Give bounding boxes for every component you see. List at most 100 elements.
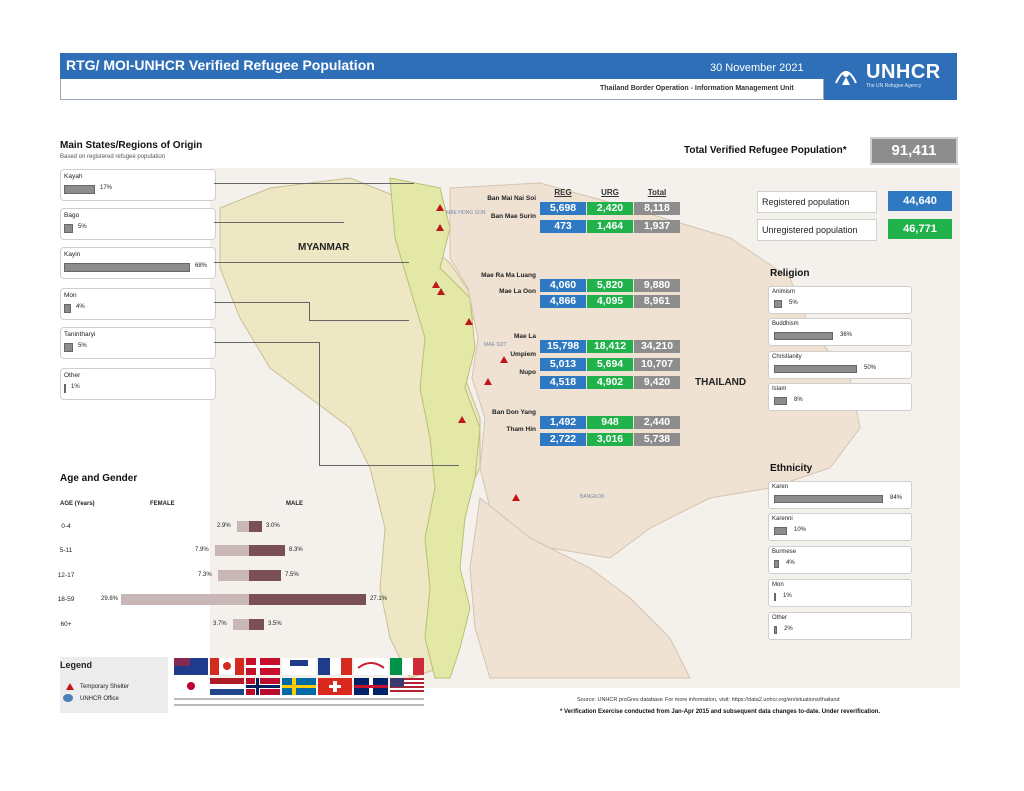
origin-name: Kayin <box>64 251 81 258</box>
origin-name: Other <box>64 372 81 379</box>
registered-value: 44,640 <box>888 191 952 211</box>
origin-item-other: Other 1% <box>60 368 216 400</box>
origin-item-bago: Bago 5% <box>60 208 216 240</box>
origin-bar <box>64 263 190 272</box>
camp-total-value: 8,961 <box>634 295 680 308</box>
camp-name: Mae La Oon <box>499 288 536 295</box>
religion-pct: 8% <box>794 397 803 403</box>
myanmar-label: MYANMAR <box>298 242 350 253</box>
male-pct: 8.3% <box>289 547 303 553</box>
camp-total-value: 34,210 <box>634 340 680 353</box>
ethnicity-pct: 1% <box>783 593 792 599</box>
col-header-total: Total <box>647 188 667 197</box>
more-info-text[interactable]: For more information, visit: https://dat… <box>665 697 840 703</box>
office-label-bangkok: BANGKOK <box>580 494 605 500</box>
origin-bar <box>64 185 95 194</box>
total-label: Total Verified Refugee Population* <box>684 145 847 156</box>
camp-name: Umpiem <box>510 351 536 358</box>
shelter-triangle-icon <box>66 683 74 690</box>
origin-pct: 4% <box>76 304 85 310</box>
camp-reg-value: 4,518 <box>540 376 586 389</box>
religion-bar <box>774 332 833 340</box>
denmark-flag-icon <box>246 658 280 675</box>
unregistered-value: 46,771 <box>888 219 952 239</box>
origin-bar <box>64 224 73 233</box>
female-col-header: FEMALE <box>150 501 175 507</box>
switzerland-flag-icon <box>318 678 352 695</box>
origin-pct: 68% <box>195 263 208 269</box>
origin-title: Main States/Regions of Origin <box>60 140 203 151</box>
origin-pct: 5% <box>78 224 87 230</box>
male-pct: 3.5% <box>268 621 282 627</box>
male-pct: 27.1% <box>370 596 388 602</box>
legend-office-label: UNHCR Office <box>80 696 119 702</box>
camp-reg-value: 15,798 <box>540 340 586 353</box>
leader-line <box>309 320 409 321</box>
religion-item-islam: Islam 8% <box>768 383 912 411</box>
camp-urg-value: 5,820 <box>587 279 633 292</box>
male-bar <box>249 545 285 556</box>
camp-reg-value: 4,866 <box>540 295 586 308</box>
legend-shelter-label: Temporary Shelter <box>80 684 130 690</box>
registered-label: Registered population <box>762 197 850 207</box>
male-bar <box>249 619 264 630</box>
female-pct: 7.3% <box>198 572 212 578</box>
origin-subtitle: Based on registered refugee population <box>60 154 166 160</box>
camp-reg-value: 5,013 <box>540 358 586 371</box>
camp-urg-value: 18,412 <box>587 340 633 353</box>
female-pct: 7.9% <box>195 547 209 553</box>
origin-pct: 5% <box>78 343 87 349</box>
camp-total-value: 5,738 <box>634 433 680 446</box>
male-bar <box>249 594 366 605</box>
origin-name: Mon <box>64 292 77 299</box>
religion-name: Christianity <box>772 354 802 360</box>
ethnicity-pct: 4% <box>786 560 795 566</box>
camp-reg-value: 2,722 <box>540 433 586 446</box>
female-pct: 29.8% <box>101 596 119 602</box>
unhcr-office-icon <box>63 694 73 702</box>
ethnicity-bar <box>774 593 776 601</box>
religion-item-buddhism: Buddhism 36% <box>768 318 912 346</box>
religion-bar <box>774 397 787 405</box>
camp-urg-value: 2,420 <box>587 202 633 215</box>
ethnicity-pct: 84% <box>890 495 903 501</box>
ethnicity-bar <box>774 495 883 503</box>
camp-name: Ban Don Yang <box>492 409 536 416</box>
female-bar <box>237 521 249 532</box>
ethnicity-item-karen: Karen 84% <box>768 481 912 509</box>
camp-urg-value: 5,694 <box>587 358 633 371</box>
echo-flag-icon <box>354 658 388 675</box>
male-pct: 7.5% <box>285 572 299 578</box>
religion-pct: 5% <box>789 300 798 306</box>
age-group-label: 0-4 <box>61 523 71 530</box>
male-pct: 3.0% <box>266 523 280 529</box>
legend-title: Legend <box>60 660 93 670</box>
camp-total-value: 9,420 <box>634 376 680 389</box>
ethnicity-pct: 10% <box>794 527 807 533</box>
shelter-marker-icon <box>458 416 466 423</box>
shelter-marker-icon <box>512 494 520 501</box>
origin-name: Kayah <box>64 173 83 180</box>
shelter-marker-icon <box>436 224 444 231</box>
report-date: 30 November 2021 <box>710 62 804 74</box>
origin-item-kayin: Kayin 68% <box>60 247 216 279</box>
uk-flag-icon <box>354 678 388 695</box>
ethnicity-name: Karenni <box>772 516 793 522</box>
unregistered-label: Unregistered population <box>762 225 858 235</box>
camp-total-value: 9,880 <box>634 279 680 292</box>
thailand-label: THAILAND <box>695 377 747 388</box>
leader-line <box>214 183 414 184</box>
age-group-label: 12-17 <box>57 572 75 579</box>
religion-bar <box>774 300 782 308</box>
ethnicity-bar <box>774 527 787 535</box>
male-bar <box>249 521 262 532</box>
camp-name: Ban Mai Nai Soi <box>487 195 536 202</box>
logo-tagline: The UN Refugee Agency <box>866 83 922 89</box>
origin-bar <box>64 304 71 313</box>
canada-flag-icon <box>210 658 244 675</box>
female-bar <box>215 545 249 556</box>
leader-line <box>214 342 319 343</box>
origin-item-tanintharyi: Tanintharyi 5% <box>60 327 216 359</box>
legend-box <box>60 657 168 713</box>
italy-flag-icon <box>390 658 424 675</box>
